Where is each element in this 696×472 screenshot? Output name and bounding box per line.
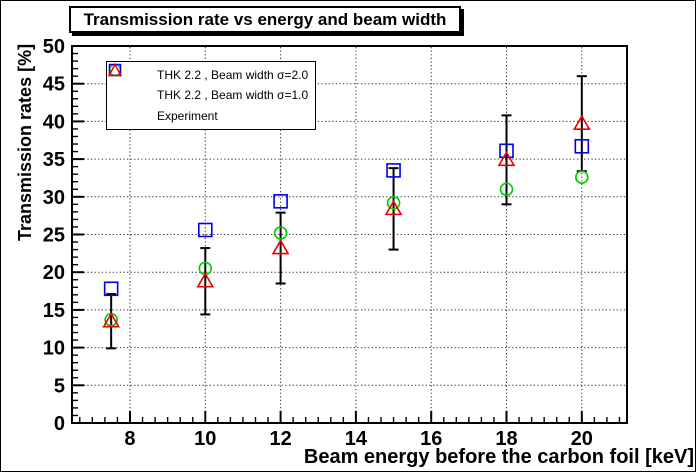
svg-text:35: 35: [43, 149, 65, 171]
data-series: [102, 75, 591, 350]
chart-title-box: Transmission rate vs energy and beam wid…: [69, 6, 461, 33]
svg-text:20: 20: [571, 428, 593, 450]
data-point-circle: [499, 182, 514, 197]
data-point-triangle: [384, 199, 403, 216]
data-point-square: [499, 143, 514, 159]
svg-text:8: 8: [124, 428, 135, 450]
svg-text:14: 14: [345, 428, 368, 450]
svg-text:18: 18: [495, 428, 517, 450]
svg-text:50: 50: [43, 36, 65, 58]
data-point-triangle: [572, 114, 591, 130]
y-axis-title: Transmission rates [%]: [15, 44, 35, 241]
tick-labels: 8 10 12 14 16 18 20 0 5 10 15 20 25 30 35 40 45 50: [43, 36, 593, 450]
svg-text:5: 5: [54, 375, 65, 397]
chart-title: Transmission rate vs energy and beam wid…: [83, 9, 447, 29]
data-point-triangle: [196, 272, 215, 288]
svg-text:45: 45: [43, 74, 65, 96]
svg-text:10: 10: [194, 428, 216, 450]
svg-text:20: 20: [43, 262, 65, 284]
svg-text:0: 0: [54, 413, 65, 435]
axis-ticks: [72, 45, 621, 424]
data-point-circle: [575, 170, 589, 184]
data-point-square: [197, 222, 213, 238]
x-axis-title: Beam energy before the carbon foil [keV]: [304, 446, 694, 468]
legend-label: THK 2.2 , Beam width σ=2.0: [157, 68, 309, 83]
svg-text:12: 12: [269, 428, 291, 450]
svg-text:30: 30: [43, 187, 65, 209]
legend-label: Experiment: [157, 108, 218, 123]
data-point-triangle: [497, 150, 516, 167]
legend-row: Experiment: [107, 62, 315, 126]
data-point-square: [574, 138, 590, 154]
data-point-circle: [386, 196, 401, 210]
legend: THK 2.2 , Beam width σ=2.0 THK 2.2 , Bea…: [106, 61, 316, 130]
legend-row: THK 2.2 , Beam width σ=2.0: [107, 63, 315, 85]
svg-text:25: 25: [43, 225, 65, 247]
data-point-triangle: [102, 312, 121, 328]
data-point-square: [273, 194, 288, 209]
data-point-square: [386, 163, 401, 178]
legend-row: THK 2.2 , Beam width σ=1.0: [107, 63, 315, 105]
svg-text:10: 10: [43, 338, 65, 360]
legend-label: THK 2.2 , Beam width σ=1.0: [157, 88, 309, 103]
gridlines: [73, 47, 626, 422]
svg-text:15: 15: [43, 300, 65, 322]
svg-text:40: 40: [43, 111, 65, 133]
data-point-square: [103, 281, 119, 297]
data-point-triangle: [271, 238, 290, 255]
svg-text:16: 16: [420, 428, 442, 450]
